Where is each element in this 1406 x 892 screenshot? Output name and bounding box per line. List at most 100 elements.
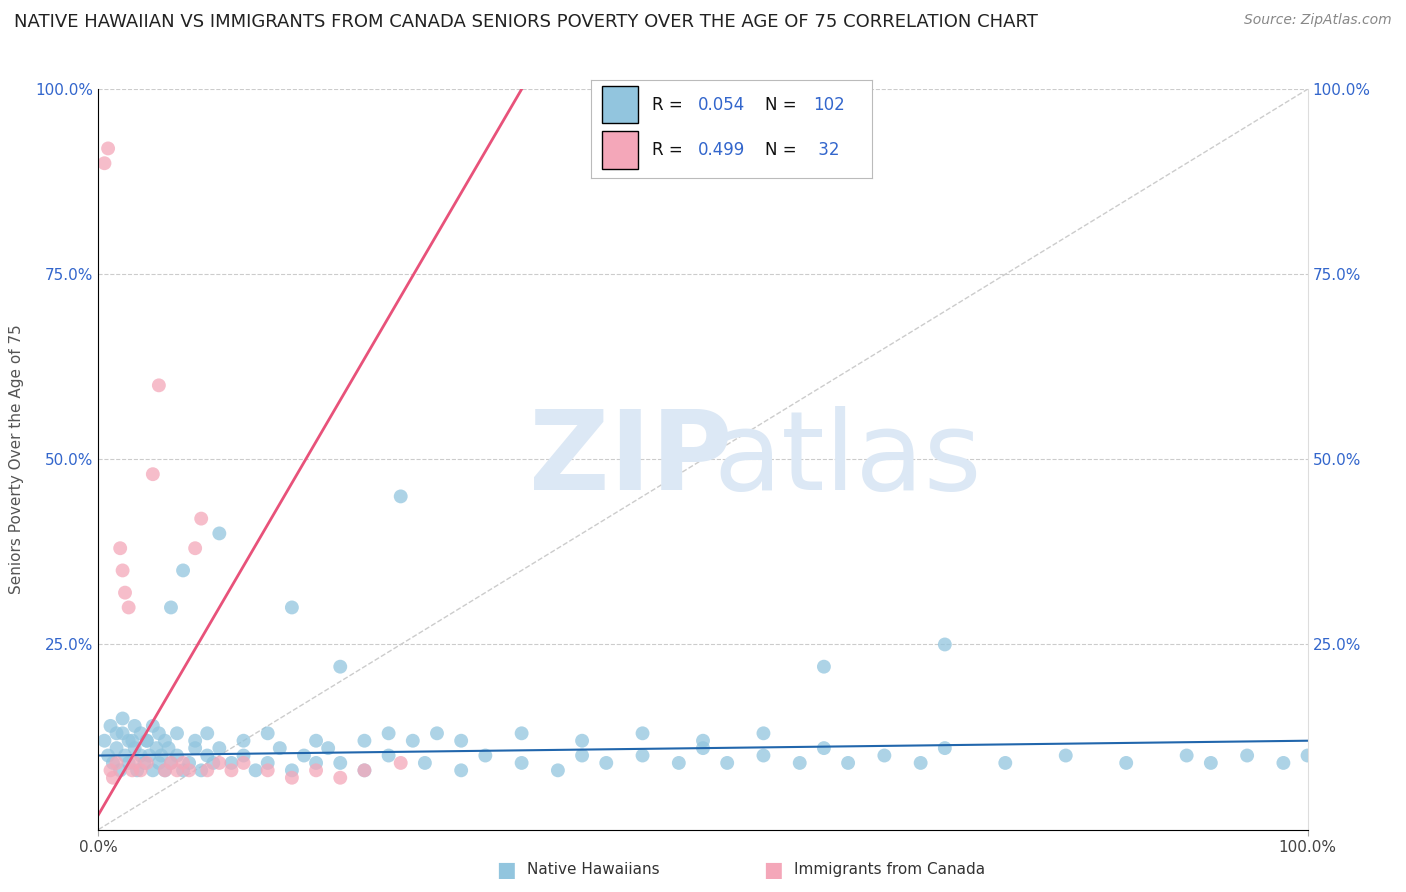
Point: [1054, 748, 1077, 763]
Point: [153, 764, 176, 778]
Text: Immigrants from Canada: Immigrants from Canada: [794, 863, 986, 877]
Point: [547, 764, 569, 778]
Point: [752, 748, 775, 763]
Point: [994, 756, 1017, 770]
Point: [232, 748, 254, 763]
Point: [150, 748, 173, 763]
Point: [450, 733, 472, 747]
Point: [208, 756, 231, 770]
Point: [281, 771, 304, 785]
Point: [195, 748, 218, 763]
Point: [934, 637, 956, 651]
Point: [124, 741, 146, 756]
Point: [93, 733, 115, 747]
Point: [135, 733, 157, 747]
Point: [153, 733, 176, 747]
Point: [571, 748, 593, 763]
Point: [179, 764, 201, 778]
Text: 0.054: 0.054: [697, 95, 745, 114]
Point: [184, 541, 207, 556]
Point: [129, 726, 152, 740]
Point: [232, 756, 254, 770]
Point: [281, 600, 304, 615]
Point: [353, 764, 375, 778]
Point: [101, 756, 124, 770]
Point: [118, 733, 141, 747]
Point: [138, 748, 160, 763]
Point: [595, 756, 617, 770]
Text: ■: ■: [496, 860, 516, 880]
Point: [172, 564, 194, 578]
Point: [813, 741, 835, 756]
Point: [208, 526, 231, 541]
Point: [910, 756, 932, 770]
Point: [208, 741, 231, 756]
Point: [510, 756, 533, 770]
Point: [474, 748, 496, 763]
Point: [221, 764, 243, 778]
Point: [1272, 756, 1295, 770]
Point: [190, 764, 212, 778]
Point: [93, 156, 115, 170]
Point: [631, 726, 654, 740]
Point: [134, 756, 156, 770]
Point: [145, 741, 167, 756]
Point: [873, 748, 896, 763]
Point: [121, 764, 143, 778]
Point: [135, 756, 157, 770]
Point: [124, 719, 146, 733]
Point: [100, 719, 122, 733]
Text: N =: N =: [765, 95, 801, 114]
Point: [114, 748, 136, 763]
Point: [305, 733, 328, 747]
Y-axis label: Seniors Poverty Over the Age of 75: Seniors Poverty Over the Age of 75: [10, 325, 24, 594]
Text: ■: ■: [763, 860, 783, 880]
Point: [353, 733, 375, 747]
Point: [121, 733, 143, 747]
Point: [813, 659, 835, 673]
Point: [377, 726, 399, 740]
Point: [692, 741, 714, 756]
Point: [837, 756, 859, 770]
Point: [127, 764, 149, 778]
Point: [571, 733, 593, 747]
Point: [160, 600, 183, 615]
Point: [142, 467, 165, 482]
Text: atlas: atlas: [714, 406, 983, 513]
Point: [292, 748, 315, 763]
Text: 102: 102: [813, 95, 845, 114]
Point: [413, 756, 436, 770]
Point: [402, 733, 425, 747]
Point: [1236, 748, 1258, 763]
Point: [118, 756, 141, 770]
Text: Native Hawaiians: Native Hawaiians: [527, 863, 659, 877]
Point: [377, 748, 399, 763]
Point: [1296, 748, 1319, 763]
Point: [934, 741, 956, 756]
Point: [426, 726, 449, 740]
Point: [111, 564, 134, 578]
Point: [269, 741, 291, 756]
Point: [142, 719, 165, 733]
Point: [153, 764, 176, 778]
Point: [142, 764, 165, 778]
Point: [105, 741, 128, 756]
Point: [160, 756, 183, 770]
Point: [129, 748, 152, 763]
Point: [166, 748, 188, 763]
Point: [97, 748, 120, 763]
Point: [195, 726, 218, 740]
Point: [752, 726, 775, 740]
Point: [305, 756, 328, 770]
Point: [232, 733, 254, 747]
Text: ZIP: ZIP: [529, 406, 733, 513]
Point: [148, 726, 170, 740]
Point: [202, 756, 225, 770]
Point: [389, 489, 412, 503]
Point: [221, 756, 243, 770]
Point: [281, 764, 304, 778]
Point: [172, 756, 194, 770]
Text: NATIVE HAWAIIAN VS IMMIGRANTS FROM CANADA SENIORS POVERTY OVER THE AGE OF 75 COR: NATIVE HAWAIIAN VS IMMIGRANTS FROM CANAD…: [14, 13, 1038, 31]
Point: [105, 726, 128, 740]
Point: [195, 764, 218, 778]
